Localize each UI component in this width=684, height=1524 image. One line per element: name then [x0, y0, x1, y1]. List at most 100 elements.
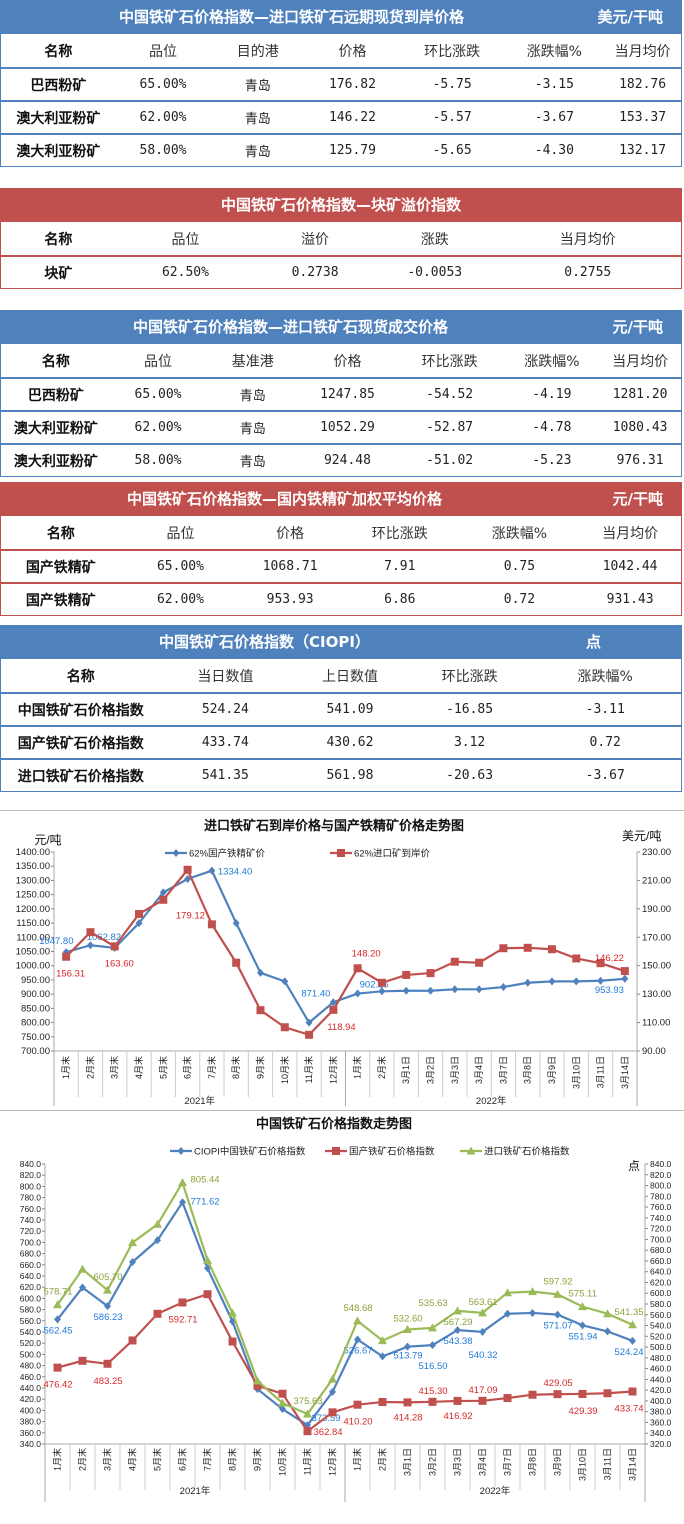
data-label: 429.05	[544, 1378, 573, 1389]
data-point	[453, 1396, 462, 1405]
y-tick-label: 740.0	[20, 1215, 42, 1225]
data-point	[628, 1320, 637, 1329]
row-name: 巴西粉矿	[27, 387, 84, 404]
table-cell: 125.79	[328, 143, 376, 158]
price-table: 中国铁矿石价格指数（CIOPI） 点名称 当日数值 上日数值 环比涨跌 涨跌幅% 中国铁矿石…	[0, 625, 682, 792]
data-point	[183, 865, 192, 874]
table-cell: -3.15	[534, 77, 574, 92]
chart-title: 中国铁矿石价格指数走势图	[256, 1116, 412, 1131]
table-cell: -51.02	[426, 453, 474, 468]
data-point	[78, 1356, 87, 1365]
y2-tick-label: 360.0	[650, 1417, 672, 1427]
table-title: 中国铁矿石价格指数—进口铁矿石现货成交价格	[133, 318, 449, 336]
data-label: 362.84	[314, 1427, 343, 1438]
y-tick-label: 1400.00	[16, 847, 50, 858]
table-cell: 924.48	[323, 453, 371, 468]
data-point	[379, 1352, 386, 1361]
table-cell: 溢价	[301, 231, 330, 248]
data-point	[426, 969, 435, 978]
table-row: 巴西粉矿 65.00% 青岛 176.82 -5.75 -3.15 182.76	[1, 67, 681, 100]
table-cell: 62.50%	[161, 265, 209, 280]
x-tick-label: 3月7日	[503, 1448, 513, 1476]
table-row: 澳大利亚粉矿 62.00% 青岛 1052.29 -52.87 -4.78 1080.43	[1, 410, 681, 443]
table-cell: 62.00%	[156, 592, 204, 607]
y2-axis-label: 点	[628, 1159, 640, 1173]
x-tick-label: 10月末	[277, 1448, 288, 1476]
table-cell: -54.52	[426, 387, 474, 402]
data-point	[578, 1389, 587, 1398]
y2-tick-label: 700.0	[650, 1234, 672, 1244]
data-point	[554, 1310, 561, 1319]
y-tick-label: 700.0	[20, 1237, 42, 1247]
y-tick-label: 800.0	[20, 1181, 42, 1191]
y-tick-label: 540.0	[20, 1327, 42, 1337]
y2-tick-label: 760.0	[650, 1202, 672, 1212]
table-cell: 153.37	[619, 110, 667, 125]
row-name: 中国铁矿石价格指数	[17, 702, 144, 719]
data-point	[328, 1374, 337, 1383]
y2-tick-label: 380.0	[650, 1407, 672, 1417]
table-cell: 当日数值	[197, 668, 254, 685]
table-unit: 元/干吨	[612, 318, 663, 336]
data-label: 562.45	[44, 1325, 73, 1336]
x-tick-label: 3月末	[102, 1448, 113, 1471]
row-name: 国产铁精矿	[25, 559, 96, 576]
data-label: 1047.80	[39, 936, 73, 947]
table-cell: 0.72	[589, 735, 621, 750]
data-point	[402, 970, 411, 979]
table-row: 中国铁矿石价格指数 524.24 541.09 -16.85 -3.11	[1, 692, 681, 725]
x-tick-label: 2月末	[377, 1448, 388, 1471]
data-label: 953.93	[595, 985, 624, 996]
y-tick-label: 780.0	[20, 1193, 42, 1203]
data-point	[178, 1298, 187, 1307]
price-table: 中国铁矿石价格指数—进口铁矿石远期现货到岸价格 美元/干吨 名称 品位 目的港 价格 环比涨…	[0, 0, 682, 167]
data-label: 415.30	[419, 1386, 448, 1397]
data-label: 146.22	[595, 953, 624, 964]
data-point	[203, 1290, 212, 1299]
data-label: 540.32	[469, 1350, 498, 1361]
y2-tick-label: 660.0	[650, 1256, 672, 1266]
data-point	[402, 986, 410, 995]
table-cell: 涨跌幅%	[526, 43, 582, 60]
row-name: 名称	[66, 668, 95, 685]
y2-tick-label: 130.00	[642, 989, 671, 1000]
data-point	[578, 1302, 587, 1311]
data-label: 526.67	[344, 1345, 373, 1356]
y-tick-label: 380.0	[20, 1417, 42, 1427]
y2-tick-label: 320.0	[650, 1439, 672, 1449]
data-point	[232, 958, 241, 967]
data-point	[178, 1178, 187, 1187]
y-tick-label: 1350.00	[16, 861, 50, 872]
y-tick-label: 360.0	[20, 1428, 42, 1438]
data-point	[579, 1321, 586, 1330]
data-point	[303, 1409, 312, 1418]
y2-tick-label: 480.0	[650, 1353, 672, 1363]
row-name: 澳大利亚粉矿	[16, 143, 101, 160]
x-tick-label: 10月末	[279, 1056, 290, 1084]
table-header: 中国铁矿石价格指数—进口铁矿石现货成交价格 元/干吨	[1, 311, 681, 344]
x-tick-label: 3月2日	[428, 1448, 438, 1476]
x-tick-label: 8月末	[230, 1056, 241, 1079]
data-point	[53, 1363, 62, 1372]
y-tick-label: 560.0	[20, 1316, 42, 1326]
x-tick-label: 7月末	[206, 1056, 217, 1079]
table-unit: 美元/干吨	[597, 8, 663, 26]
table-cell: 0.2738	[291, 265, 339, 280]
y2-tick-label: 340.0	[650, 1428, 672, 1438]
legend-label: 62%国产铁精矿价	[189, 848, 266, 860]
data-point	[228, 1337, 237, 1346]
x-tick-label: 2月末	[376, 1056, 387, 1079]
data-point	[620, 967, 629, 976]
x-tick-label: 6月末	[182, 1056, 193, 1079]
x-tick-label: 3月14日	[628, 1448, 638, 1481]
row-name: 名称	[41, 353, 70, 370]
table-row: 澳大利亚粉矿 58.00% 青岛 125.79 -5.65 -4.30 132.17	[1, 133, 681, 166]
data-point	[529, 1308, 536, 1317]
table-cell: 433.74	[201, 735, 249, 750]
data-point	[478, 1308, 487, 1317]
table-title: 中国铁矿石价格指数—块矿溢价指数	[221, 196, 462, 214]
y-tick-label: 600.0	[20, 1293, 42, 1303]
y-tick-label: 1050.00	[16, 947, 50, 958]
data-label: 771.62	[191, 1196, 220, 1207]
data-label: 375.63	[294, 1396, 323, 1407]
